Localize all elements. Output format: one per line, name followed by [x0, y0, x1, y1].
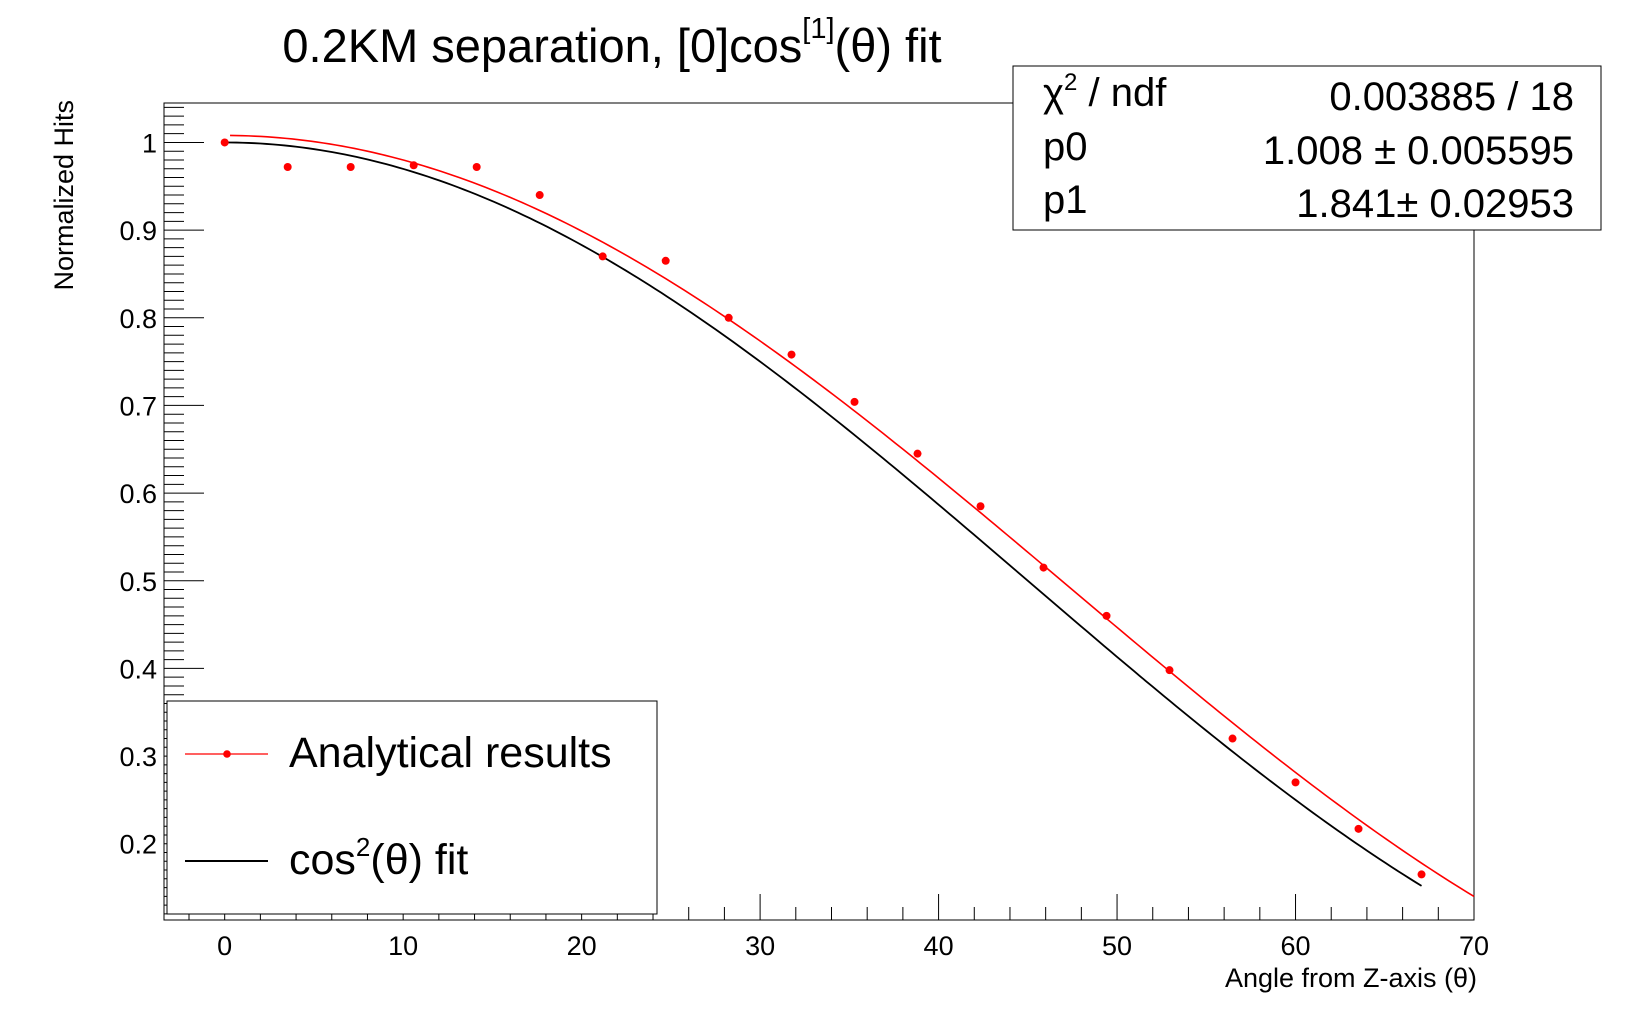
data-point: [1165, 666, 1174, 675]
y-tick-label: 0.5: [119, 567, 157, 597]
x-tick-label: 30: [745, 931, 775, 961]
y-tick-label: 0.8: [119, 304, 157, 334]
stats-value-p0: 1.008 ± 0.005595: [1263, 129, 1574, 173]
data-point: [1228, 734, 1237, 743]
stats-label-chi2: χ2 / ndf: [1043, 69, 1167, 115]
data-point: [472, 162, 481, 171]
data-point: [661, 256, 670, 265]
plot-frame: [163, 102, 1475, 921]
data-point: [850, 397, 859, 406]
x-tick-label: 40: [924, 931, 954, 961]
legend: Analytical results cos2(θ) fit: [166, 700, 658, 915]
y-tick-label: 0.4: [119, 654, 157, 684]
x-tick-label: 60: [1281, 931, 1311, 961]
data-point: [283, 162, 292, 171]
legend-marker-analytical: [223, 750, 231, 758]
y-tick-label: 1: [142, 128, 157, 158]
stats-label-p1: p1: [1043, 178, 1088, 222]
data-point: [913, 449, 922, 458]
y-axis-label: Normalized Hits: [49, 100, 79, 291]
data-point: [1291, 778, 1300, 787]
y-tick-label: 0.3: [119, 742, 157, 772]
data-point: [1417, 870, 1426, 879]
stats-label-p0: p0: [1043, 125, 1088, 169]
data-point: [724, 313, 733, 322]
data-point: [220, 138, 229, 147]
stats-value-p1: 1.841± 0.02953: [1296, 182, 1574, 226]
fit-curve-cos2: [224, 141, 1423, 887]
fit-curve-red: [230, 134, 1475, 898]
data-point: [976, 502, 985, 511]
data-point: [1039, 563, 1048, 572]
chart-title: 0.2KM separation, [0]cos[1](θ) fit: [282, 13, 941, 72]
legend-frame: [166, 700, 658, 915]
data-point: [346, 162, 355, 171]
legend-label-analytical: Analytical results: [289, 729, 612, 777]
data-point: [535, 191, 544, 200]
x-tick-label: 20: [567, 931, 597, 961]
x-tick-label: 50: [1102, 931, 1132, 961]
data-point: [787, 350, 796, 359]
data-point: [598, 252, 607, 261]
y-tick-label: 0.7: [119, 391, 157, 421]
y-tick-label: 0.9: [119, 216, 157, 246]
stats-box-frame: [1012, 65, 1602, 231]
data-point: [1354, 824, 1363, 833]
stats-box: χ2 / ndf 0.003885 / 18 p0 1.008 ± 0.0055…: [1012, 65, 1602, 231]
legend-label-cos2: cos2(θ) fit: [289, 832, 468, 884]
x-tick-label: 0: [217, 931, 232, 961]
x-tick-label: 70: [1459, 931, 1489, 961]
x-tick-label: 10: [388, 931, 418, 961]
y-tick-label: 0.2: [119, 830, 157, 860]
x-axis-label: Angle from Z-axis (θ): [1225, 963, 1477, 993]
data-point: [409, 161, 418, 170]
y-tick-label: 0.6: [119, 479, 157, 509]
stats-value-chi2: 0.003885 / 18: [1329, 75, 1574, 119]
data-point: [1102, 611, 1111, 620]
